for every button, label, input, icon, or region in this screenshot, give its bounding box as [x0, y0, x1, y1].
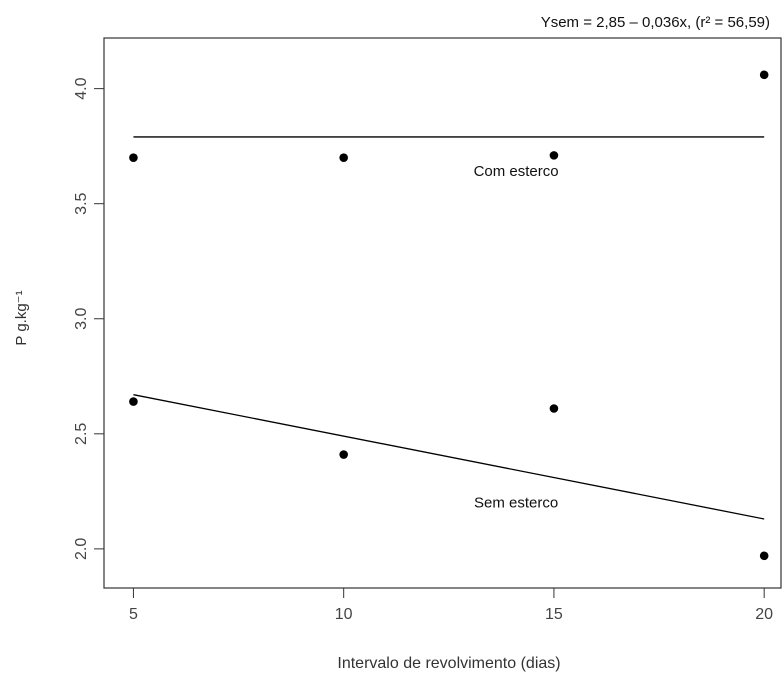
- data-point-sem-esterco: [549, 404, 559, 413]
- y-tick-label: 3.5: [73, 192, 90, 214]
- data-point-sem-esterco: [759, 551, 769, 561]
- y-tick-label: 4.0: [73, 77, 90, 99]
- x-tick-label: 20: [755, 606, 773, 623]
- data-point-com-esterco: [549, 151, 559, 160]
- data-point-com-esterco: [339, 153, 348, 162]
- data-point-sem-esterco: [339, 450, 348, 459]
- plot-frame: [103, 37, 782, 589]
- x-axis-label: Intervalo de revolvimento (dias): [337, 655, 560, 672]
- fit-line-sem-esterco: [133, 394, 765, 520]
- data-point-com-esterco: [129, 153, 138, 162]
- data-point-com-esterco: [759, 70, 769, 80]
- y-tick-label: 2.5: [73, 423, 90, 445]
- regression-equation-annotation: Ysem = 2,85 – 0,036x, (r² = 56,59): [541, 14, 770, 31]
- y-axis-label: P g.kg⁻¹: [13, 290, 30, 345]
- series-label-com-esterco: Com esterco: [474, 163, 559, 180]
- x-tick-label: 15: [545, 606, 563, 623]
- series-label-sem-esterco: Sem esterco: [474, 494, 558, 511]
- y-tick-label: 3.0: [73, 308, 90, 330]
- data-point-sem-esterco: [129, 397, 138, 406]
- y-tick-label: 2.0: [73, 538, 90, 560]
- x-tick-label: 5: [129, 606, 138, 623]
- plot-area: 5 10 15 20 2.0 2.5 3.0 3.5 4.0 Com esterco Sem est…: [73, 37, 782, 623]
- x-tick-label: 10: [335, 606, 353, 623]
